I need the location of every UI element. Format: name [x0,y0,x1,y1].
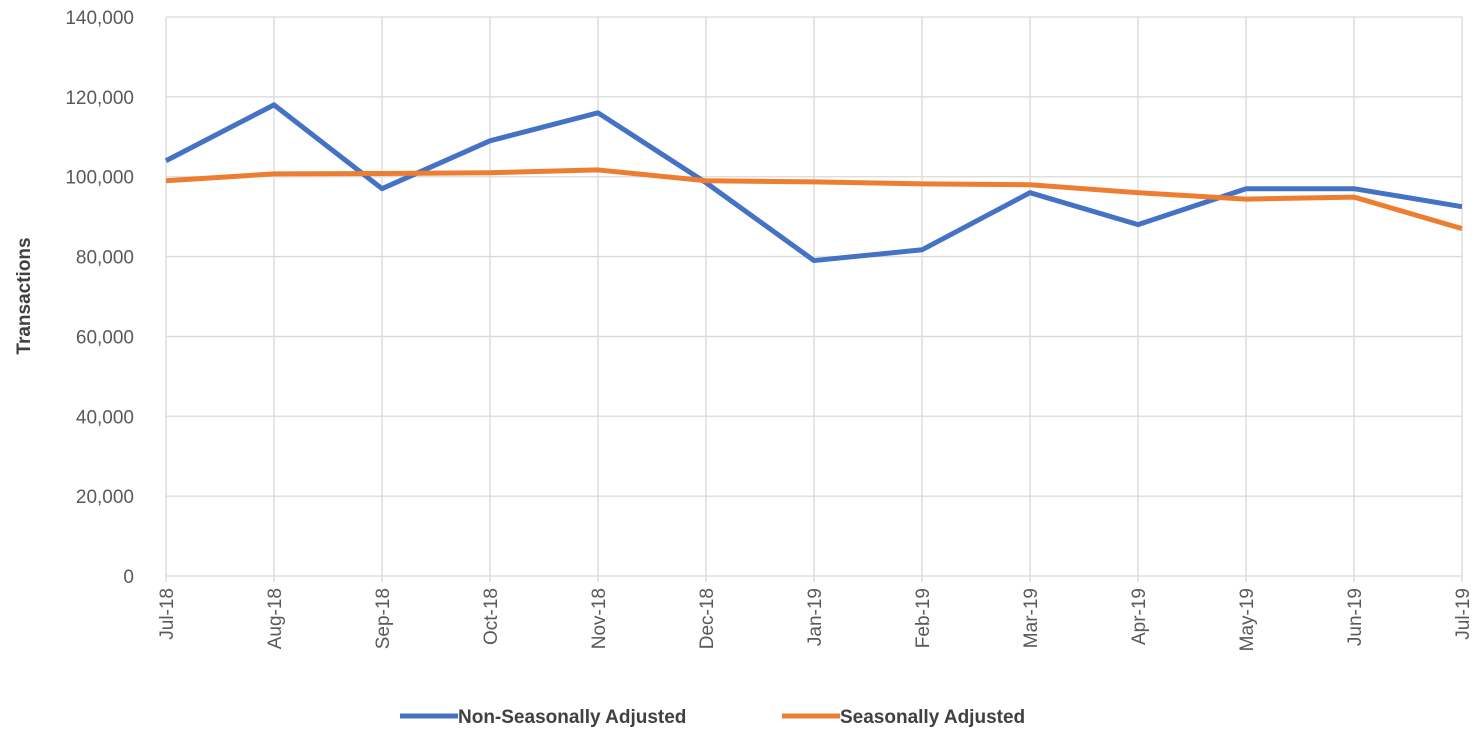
x-tick-label: Mar-19 [1021,588,1042,648]
y-tick-label: 60,000 [76,327,134,348]
y-tick-label: 0 [123,567,134,588]
y-tick-label: 40,000 [76,407,134,428]
x-tick-label: Oct-18 [481,588,502,645]
x-tick-label: Jun-19 [1345,588,1366,646]
x-tick-label: Sep-18 [373,588,394,649]
y-axis-title: Transactions [14,237,35,354]
x-tick-label: Jan-19 [805,588,826,646]
y-tick-label: 80,000 [76,248,134,269]
y-tick-label: 120,000 [65,88,134,109]
x-tick-label: Jul-19 [1453,588,1474,640]
y-tick-label: 140,000 [65,8,134,29]
series-line [165,167,1463,232]
x-tick-label: Jul-18 [157,588,178,640]
x-tick-label: Nov-18 [589,588,610,649]
series-line [164,102,1463,264]
y-tick-label: 100,000 [65,168,134,189]
y-tick-label: 20,000 [76,487,134,508]
x-tick-label: May-19 [1237,588,1258,651]
legend-label: Seasonally Adjusted [840,707,1025,728]
x-tick-label: Feb-19 [913,588,934,648]
x-tick-label: Dec-18 [697,588,718,649]
x-tick-label: Aug-18 [265,588,286,649]
legend-label: Non-Seasonally Adjusted [458,707,686,728]
x-tick-label: Apr-19 [1129,588,1150,645]
